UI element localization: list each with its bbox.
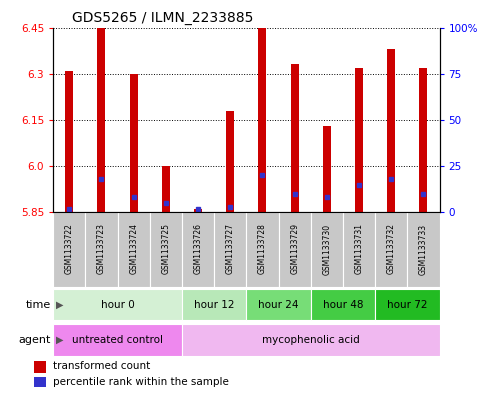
Text: GDS5265 / ILMN_2233885: GDS5265 / ILMN_2233885 — [72, 11, 254, 25]
Text: hour 0: hour 0 — [100, 299, 134, 310]
Bar — [98, 28, 105, 212]
Bar — [182, 288, 246, 321]
Bar — [355, 68, 363, 212]
Text: ▶: ▶ — [56, 299, 63, 310]
Bar — [117, 212, 150, 287]
Bar — [323, 126, 331, 212]
Bar — [34, 361, 46, 373]
Text: GSM1133732: GSM1133732 — [387, 223, 396, 274]
Text: GSM1133729: GSM1133729 — [290, 223, 299, 274]
Bar — [150, 28, 182, 212]
Bar — [311, 288, 375, 321]
Bar — [53, 28, 85, 212]
Bar — [65, 71, 73, 212]
Text: GSM1133722: GSM1133722 — [65, 223, 74, 274]
Bar — [258, 28, 267, 212]
Bar — [343, 28, 375, 212]
Bar — [387, 49, 395, 212]
Text: time: time — [26, 299, 51, 310]
Text: untreated control: untreated control — [72, 335, 163, 345]
Bar — [419, 68, 427, 212]
Bar — [53, 324, 182, 356]
Bar — [150, 212, 182, 287]
Bar — [311, 28, 343, 212]
Bar — [182, 324, 440, 356]
Text: GSM1133733: GSM1133733 — [419, 223, 428, 275]
Bar — [117, 28, 150, 212]
Bar — [246, 28, 279, 212]
Text: mycophenolic acid: mycophenolic acid — [262, 335, 360, 345]
Bar — [85, 212, 117, 287]
Bar — [246, 212, 279, 287]
Bar — [246, 288, 311, 321]
Text: hour 12: hour 12 — [194, 299, 234, 310]
Text: GSM1133723: GSM1133723 — [97, 223, 106, 274]
Bar — [214, 212, 246, 287]
Bar — [311, 212, 343, 287]
Bar — [407, 28, 440, 212]
Bar — [182, 28, 214, 212]
Bar — [53, 212, 85, 287]
Text: transformed count: transformed count — [53, 362, 150, 371]
Text: GSM1133730: GSM1133730 — [322, 223, 331, 275]
Text: GSM1133725: GSM1133725 — [161, 223, 170, 274]
Text: hour 24: hour 24 — [258, 299, 299, 310]
Bar — [375, 288, 440, 321]
Text: percentile rank within the sample: percentile rank within the sample — [53, 377, 229, 387]
Bar — [129, 74, 138, 212]
Bar — [291, 64, 298, 212]
Bar — [407, 212, 440, 287]
Text: GSM1133724: GSM1133724 — [129, 223, 138, 274]
Bar — [343, 212, 375, 287]
Bar — [162, 166, 170, 212]
Text: GSM1133727: GSM1133727 — [226, 223, 235, 274]
Bar — [85, 28, 117, 212]
Text: GSM1133726: GSM1133726 — [194, 223, 202, 274]
Bar — [194, 209, 202, 212]
Bar — [226, 111, 234, 212]
Bar — [279, 28, 311, 212]
Text: hour 48: hour 48 — [323, 299, 363, 310]
Bar — [375, 212, 407, 287]
Text: hour 72: hour 72 — [387, 299, 427, 310]
Bar — [182, 212, 214, 287]
Bar — [214, 28, 246, 212]
Text: agent: agent — [18, 335, 51, 345]
Text: GSM1133731: GSM1133731 — [355, 223, 364, 274]
Bar — [279, 212, 311, 287]
Bar — [375, 28, 407, 212]
Text: GSM1133728: GSM1133728 — [258, 223, 267, 274]
Bar — [53, 288, 182, 321]
Text: ▶: ▶ — [56, 335, 63, 345]
Bar — [34, 377, 46, 387]
